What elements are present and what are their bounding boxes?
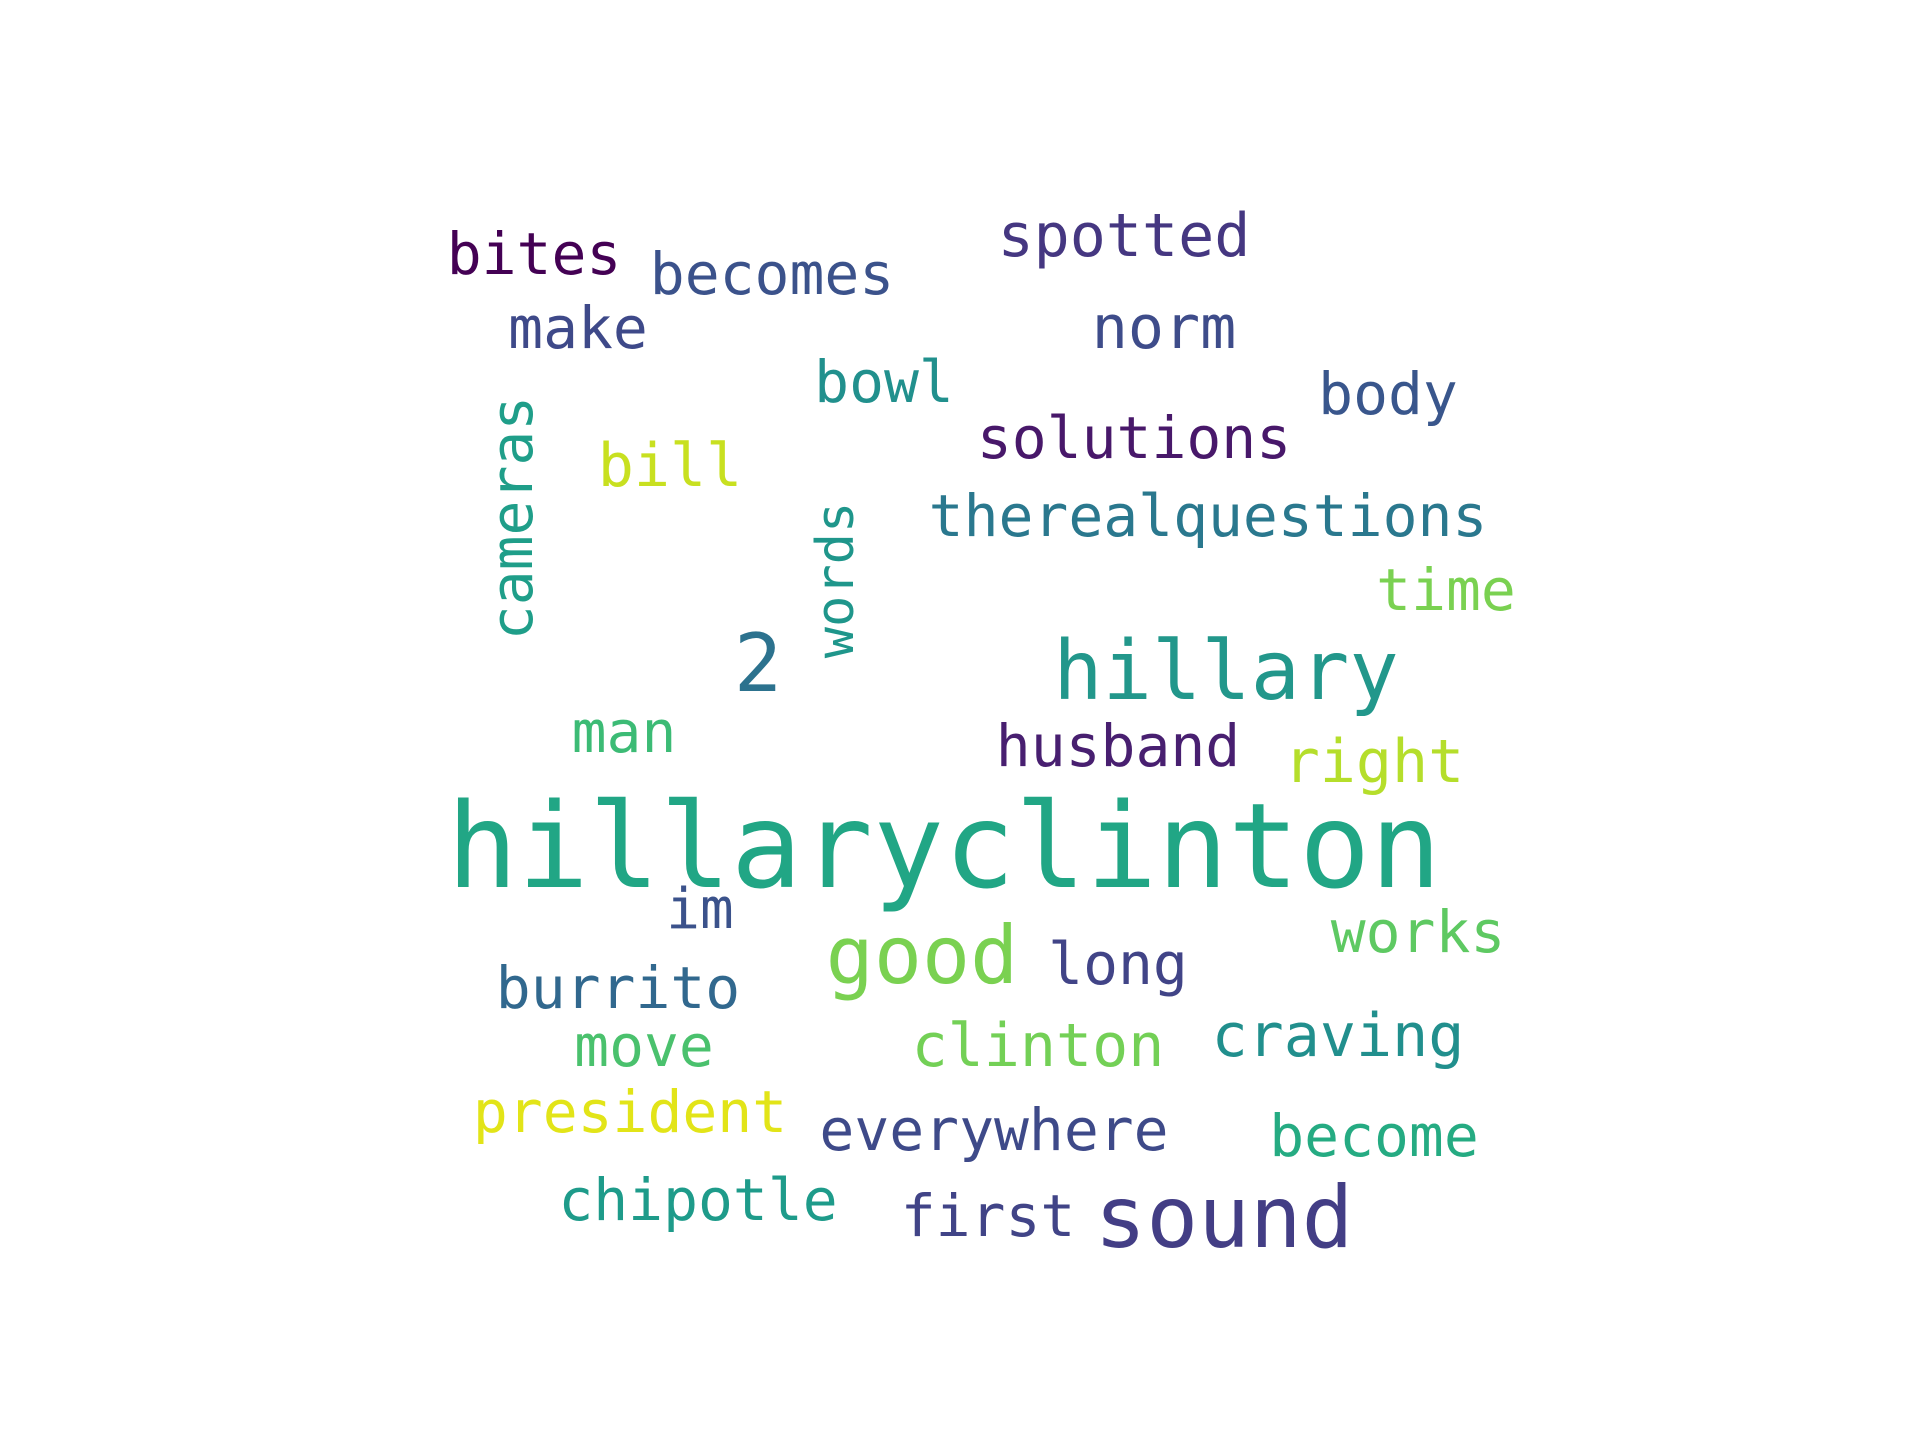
word-bowl: bowl xyxy=(814,348,954,416)
word-solutions: solutions xyxy=(976,404,1292,472)
word-bites: bites xyxy=(446,220,622,288)
word-im: im xyxy=(666,877,734,942)
word-works: works xyxy=(1330,898,1506,966)
word-husband: husband xyxy=(995,712,1241,780)
word-long: long xyxy=(1048,930,1188,998)
word-make: make xyxy=(508,294,648,362)
word-good: good xyxy=(825,909,1019,1002)
word-everywhere: everywhere xyxy=(819,1096,1169,1164)
word-2: 2 xyxy=(733,617,783,710)
word-body: body xyxy=(1318,360,1458,428)
word-sound: sound xyxy=(1094,1168,1354,1268)
word-clinton: clinton xyxy=(911,1011,1165,1081)
word-bill: bill xyxy=(597,431,743,501)
word-becomes: becomes xyxy=(649,240,895,308)
word-man: man xyxy=(571,698,677,766)
word-cameras: cameras xyxy=(478,395,546,641)
word-right: right xyxy=(1283,727,1465,797)
word-president: president xyxy=(472,1078,788,1146)
word-time: time xyxy=(1376,556,1516,624)
word-therealquestions: therealquestions xyxy=(928,482,1488,550)
word-hillary: hillary xyxy=(1053,624,1399,719)
word-first: first xyxy=(900,1182,1076,1250)
word-norm: norm xyxy=(1091,293,1237,363)
word-hillaryclinton: hillaryclinton xyxy=(446,777,1442,915)
word-words: words xyxy=(806,501,866,659)
word-spotted: spotted xyxy=(997,201,1251,271)
word-move: move xyxy=(574,1012,714,1080)
word-craving: craving xyxy=(1211,1001,1465,1071)
word-burrito: burrito xyxy=(495,954,741,1022)
word-chipotle: chipotle xyxy=(558,1166,838,1234)
word-become: become xyxy=(1269,1102,1479,1170)
